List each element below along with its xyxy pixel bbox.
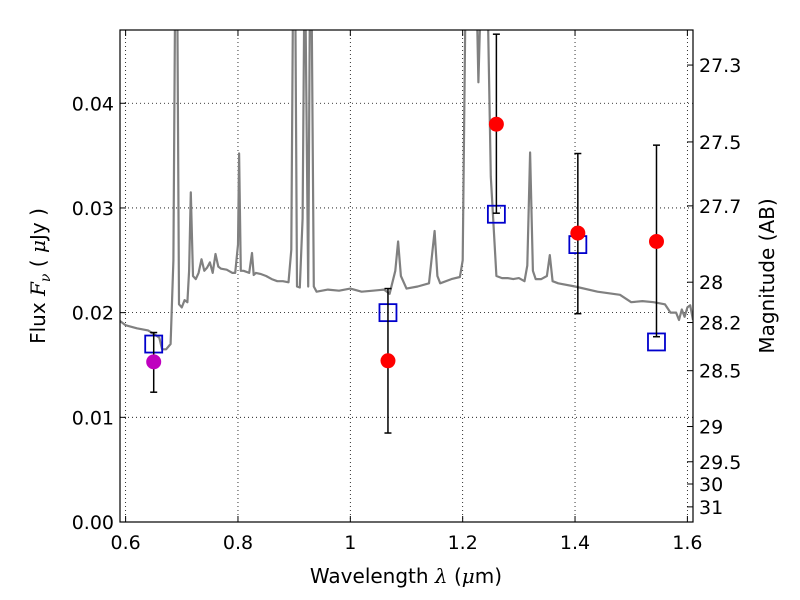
x-tick-label: 1.6	[672, 532, 702, 554]
y2-tick-label: 28.5	[699, 361, 741, 383]
y2-tick-label: 27.7	[699, 196, 741, 218]
y-tick-label: 0.00	[72, 512, 114, 534]
y2-tick-label: 30	[699, 474, 723, 496]
y-tick-label: 0.01	[72, 407, 114, 429]
y-axis-label: Flux Fν ( μJy )	[26, 208, 54, 344]
observed-point	[380, 353, 396, 369]
y-axis-ticks: 0.00 0.01 0.02 0.03 0.04	[72, 93, 126, 534]
x-tick-label: 1.2	[448, 532, 478, 554]
y2-tick-label: 27.5	[699, 132, 741, 154]
x-axis-label: Wavelength λ (μm)	[310, 564, 502, 588]
x-tick-label: 0.6	[111, 532, 141, 554]
y2-tick-label: 27.3	[699, 55, 741, 77]
y2-tick-label: 28	[699, 272, 723, 294]
data-points-layer	[144, 33, 666, 434]
observed-point	[146, 354, 162, 370]
model-spectrum-layer	[120, 30, 693, 351]
x-axis-ticks: 0.6 0.8 1 1.2 1.4 1.6	[111, 30, 702, 554]
y2-tick-label: 28.2	[699, 313, 741, 335]
y2-tick-label: 31	[699, 497, 723, 519]
y-tick-label: 0.04	[72, 93, 114, 115]
y2-tick-label: 29.5	[699, 452, 741, 474]
y2-tick-label: 29	[699, 417, 723, 439]
y2-axis-label: Magnitude (AB)	[755, 198, 779, 353]
y-tick-label: 0.03	[72, 198, 114, 220]
plot-frame	[119, 29, 694, 523]
x-tick-label: 0.8	[223, 532, 253, 554]
x-tick-label: 1	[344, 532, 356, 554]
observed-point	[570, 225, 586, 241]
observed-point	[488, 116, 504, 132]
grid-lines	[120, 30, 693, 522]
x-tick-label: 1.4	[560, 532, 590, 554]
observed-point	[648, 233, 664, 249]
model-spectrum-line	[120, 30, 693, 351]
y-tick-label: 0.02	[72, 303, 114, 325]
